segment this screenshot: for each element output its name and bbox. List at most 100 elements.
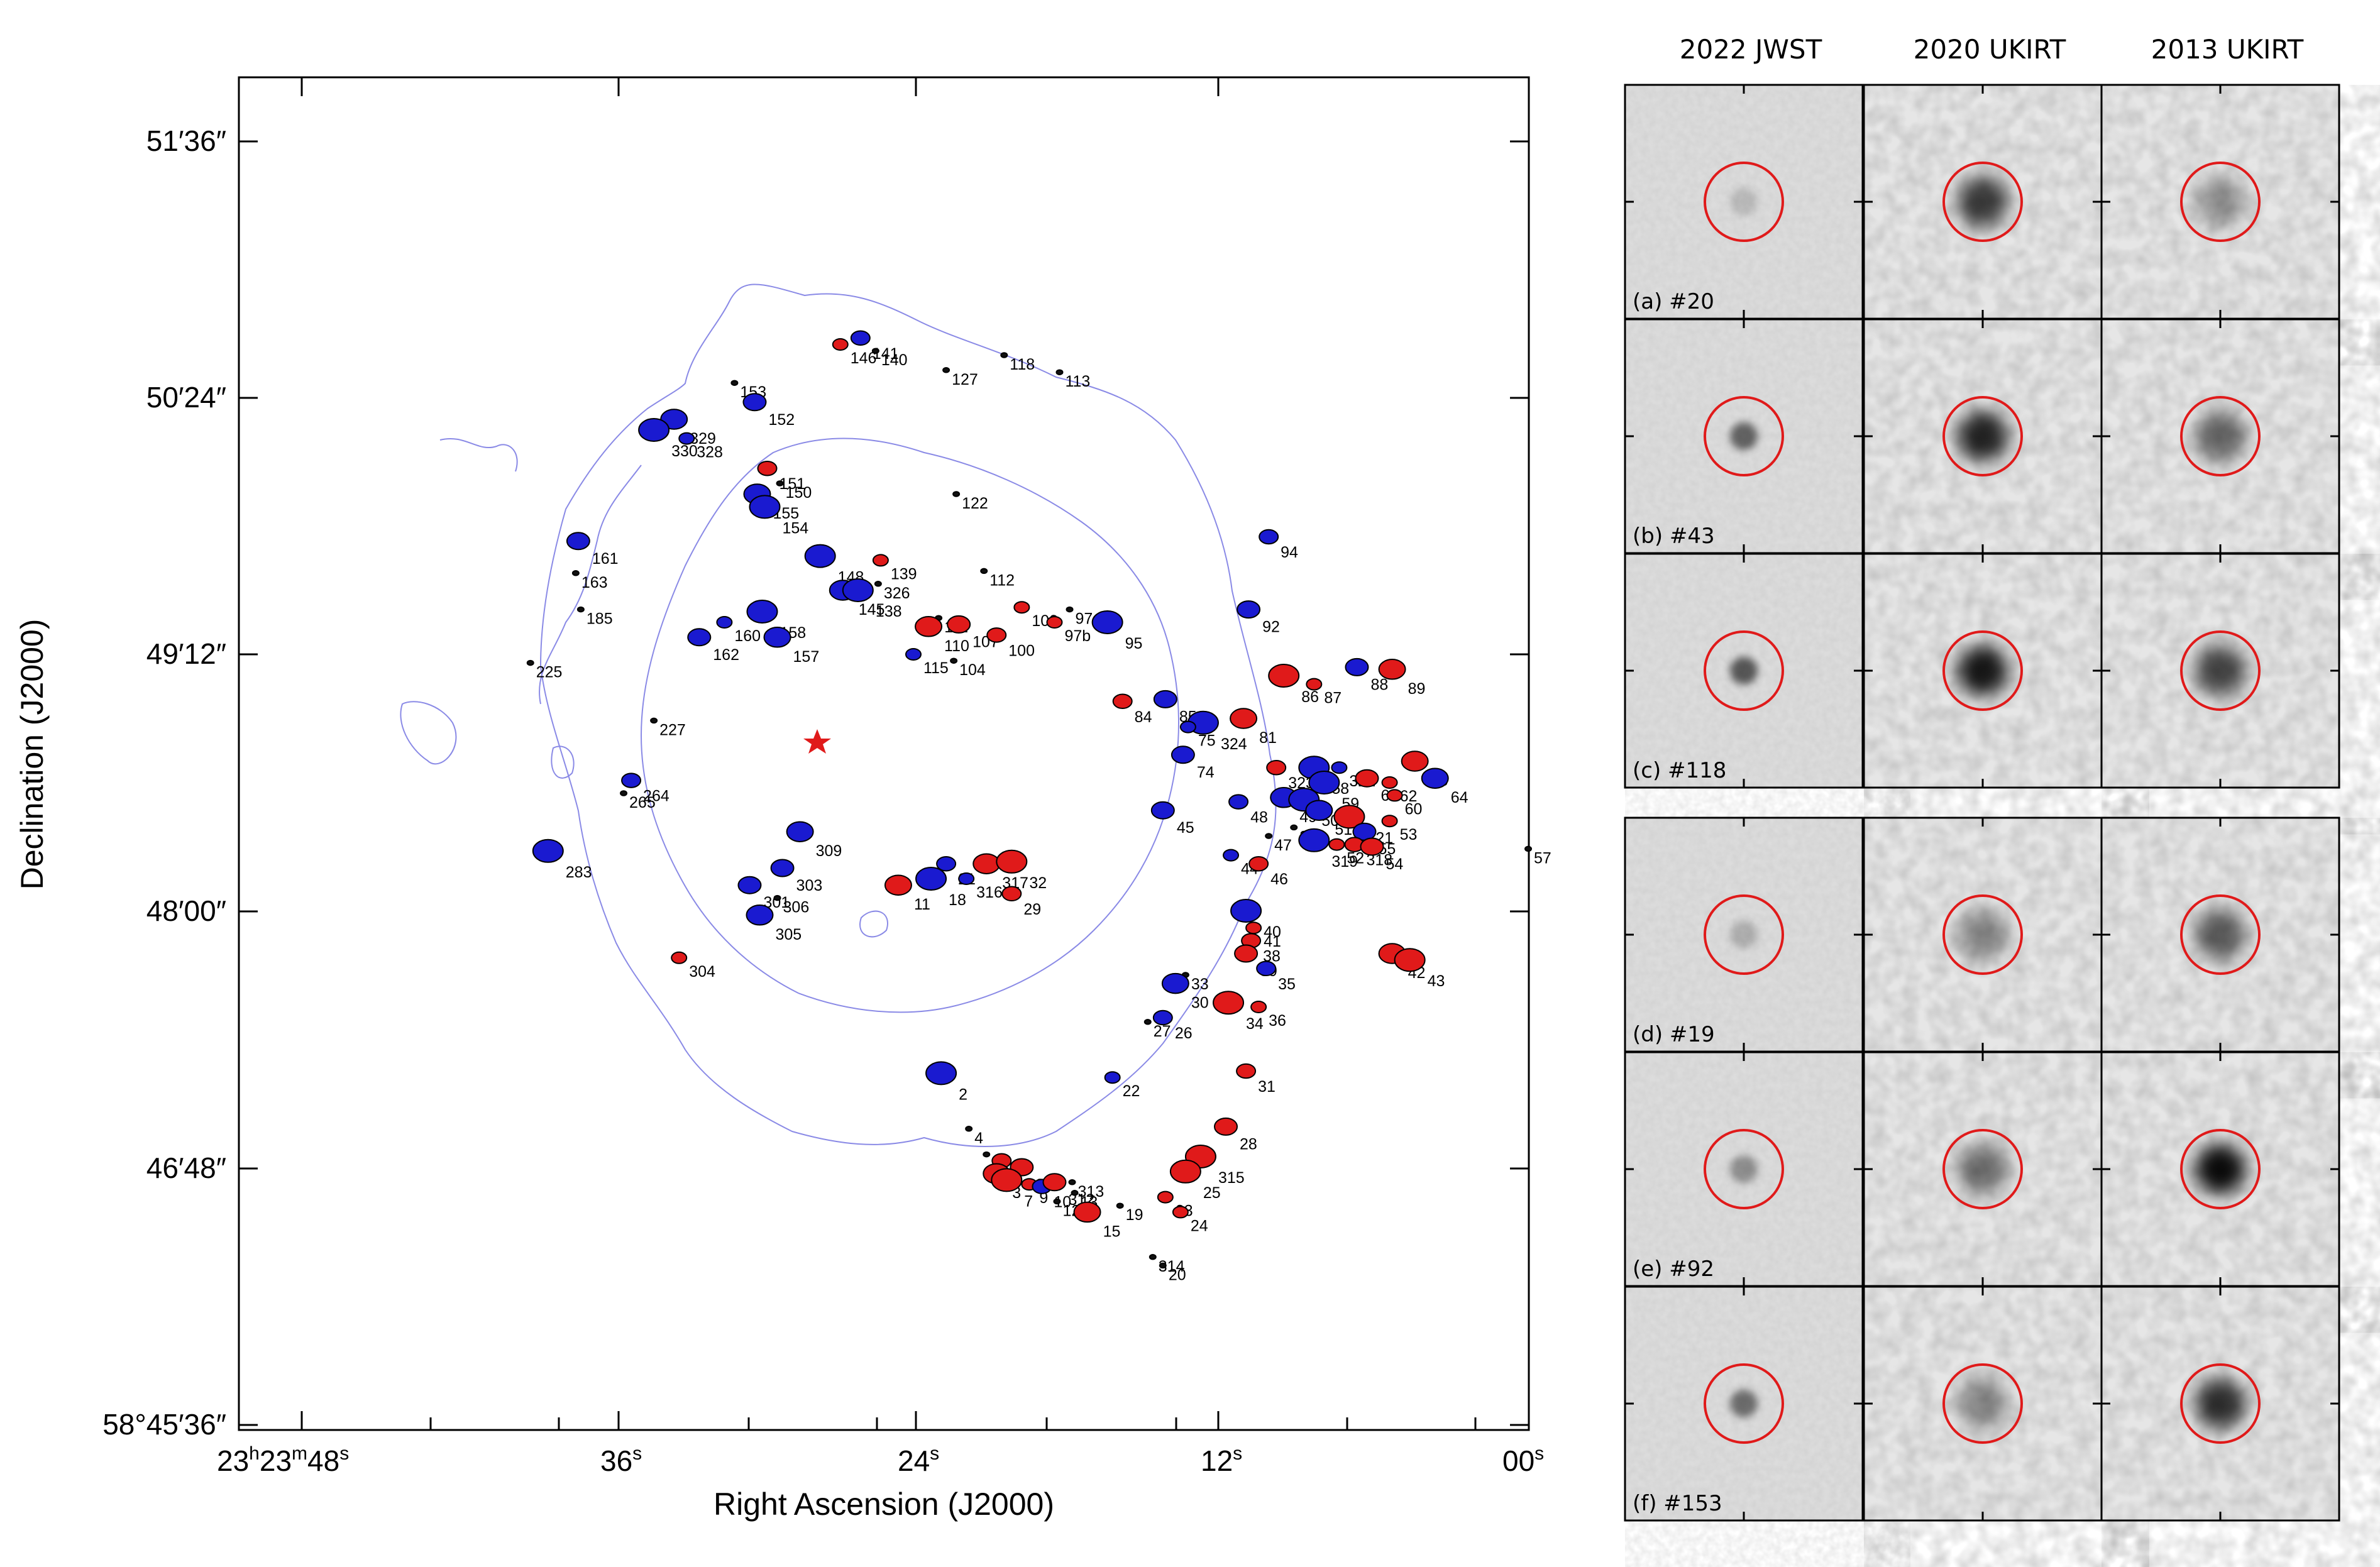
- sky-map: 23h23m48s 36s 24s 12s 00s 51′36″ 50′24″ …: [14, 76, 1551, 1522]
- knot-140: [871, 348, 879, 354]
- knot-141: [850, 330, 871, 346]
- knot-label: 33: [1191, 976, 1209, 993]
- knot-328: [678, 432, 695, 445]
- knot-label: 15: [1103, 1223, 1121, 1240]
- knot-label: 100: [1008, 642, 1035, 659]
- source-blob: [1730, 1155, 1758, 1183]
- knot-43: [1394, 948, 1426, 972]
- col-header-jwst: 2022 JWST: [1680, 34, 1822, 65]
- dec-tick-labels: 51′36″ 50′24″ 49′12″ 48′00″ 46′48″ 58°45…: [102, 124, 226, 1441]
- knot-265: [620, 790, 628, 796]
- knot-label: 161: [592, 550, 619, 568]
- source-blob: [1958, 646, 2008, 696]
- knot-label: 122: [962, 495, 988, 512]
- knot-330: [638, 418, 670, 442]
- aperture-circle-icon: [2180, 1129, 2261, 1209]
- knot-label: 87: [1324, 690, 1342, 707]
- panel-label: (d) #19: [1633, 1022, 1715, 1047]
- knot-305: [746, 904, 774, 926]
- knot-label: 315: [1218, 1169, 1245, 1187]
- knot-label: 34: [1246, 1015, 1264, 1033]
- knot-138: [842, 578, 874, 602]
- knot-115: [905, 648, 922, 661]
- knot-39: [1234, 944, 1259, 963]
- knot-322: [1331, 761, 1348, 774]
- dec-tick-label: 51′36″: [146, 124, 226, 157]
- knot-264: [621, 773, 642, 788]
- knot-label: 306: [783, 899, 810, 916]
- knot-150: [776, 480, 784, 487]
- knot-label: 141: [873, 345, 899, 363]
- knot-51: [1305, 800, 1333, 821]
- knot-label: 140: [881, 351, 908, 369]
- knot-label: 19: [1126, 1206, 1143, 1224]
- knot-label: 45: [1177, 819, 1194, 837]
- knot-303: [770, 859, 795, 877]
- knot-label: 64: [1451, 789, 1468, 806]
- knot-319: [1298, 828, 1330, 852]
- aperture-circle-icon: [1704, 630, 1784, 711]
- knot-13: [1071, 1190, 1079, 1196]
- knot-57: [1524, 845, 1533, 852]
- knot-label: 60: [1405, 800, 1423, 818]
- knot-153: [730, 380, 739, 386]
- knot-44: [1223, 849, 1240, 862]
- knot-label: 305: [775, 926, 802, 943]
- knot-label: 26: [1175, 1025, 1193, 1042]
- aperture-circle-icon: [2180, 1363, 2261, 1444]
- source-blob: [1958, 910, 2008, 960]
- knot-158: [746, 600, 778, 624]
- source-blob: [1958, 1144, 2008, 1194]
- knot-label: 74: [1197, 764, 1215, 781]
- knot-102: [1013, 601, 1030, 614]
- knot-label: 30: [1191, 994, 1209, 1012]
- cutout-r1-c2: [2100, 318, 2340, 554]
- knot-2: [925, 1061, 957, 1086]
- col-header-ukirt2013: 2013 UKIRT: [2151, 34, 2304, 65]
- knot-227: [650, 717, 658, 724]
- source-blob: [1730, 921, 1758, 948]
- aperture-circle-icon: [2180, 630, 2261, 711]
- cutout-r4-c2: [2100, 1051, 2340, 1287]
- knot-63: [1401, 751, 1429, 772]
- knot-162: [687, 628, 712, 647]
- aperture-circle-icon: [1942, 630, 2023, 711]
- ra-tick-48: 23h23m48s: [217, 1443, 349, 1477]
- source-blob: [1958, 411, 2008, 461]
- col-header-ukirt2020: 2020 UKIRT: [1914, 34, 2066, 65]
- knot-26: [1152, 1009, 1173, 1026]
- panel-label: (b) #43: [1633, 524, 1715, 549]
- knot-27: [1143, 1019, 1152, 1025]
- knot-157: [763, 627, 791, 648]
- map-frame: [238, 76, 1530, 1431]
- knot-151: [757, 460, 778, 476]
- aperture-circle-icon: [1942, 1363, 2023, 1444]
- knot-label: 127: [952, 371, 978, 388]
- knot-label: 303: [796, 877, 823, 894]
- knot-29: [1001, 886, 1022, 902]
- knot-104: [950, 657, 958, 664]
- knot-4: [965, 1126, 973, 1132]
- cutout-r4-c1: [1863, 1051, 2103, 1287]
- knot-label: 52: [1347, 850, 1364, 867]
- cutout-r2-c1: [1863, 553, 2103, 789]
- knot-label: 84: [1135, 708, 1152, 726]
- knot-label: 160: [734, 627, 761, 645]
- ra-tick-00: 00s: [1502, 1443, 1544, 1477]
- cutout-r0-c1: [1863, 84, 2103, 320]
- knot-47: [1265, 833, 1273, 839]
- knot-100: [986, 627, 1007, 643]
- knot-label: 46: [1270, 871, 1288, 888]
- map-ticks: [239, 77, 1529, 1430]
- knot-15: [1073, 1201, 1101, 1223]
- knot-152: [742, 393, 767, 412]
- knot-label: 328: [697, 444, 723, 461]
- aperture-circle-icon: [1942, 894, 2023, 975]
- cutout-r5-c2: [2100, 1285, 2340, 1522]
- cutout-r2-c0: (c) #118: [1624, 553, 1864, 789]
- knot-label: 163: [581, 574, 608, 591]
- ra-tick-12: 12s: [1201, 1443, 1242, 1477]
- aperture-circle-icon: [1704, 162, 1784, 242]
- aperture-circle-icon: [1942, 162, 2023, 242]
